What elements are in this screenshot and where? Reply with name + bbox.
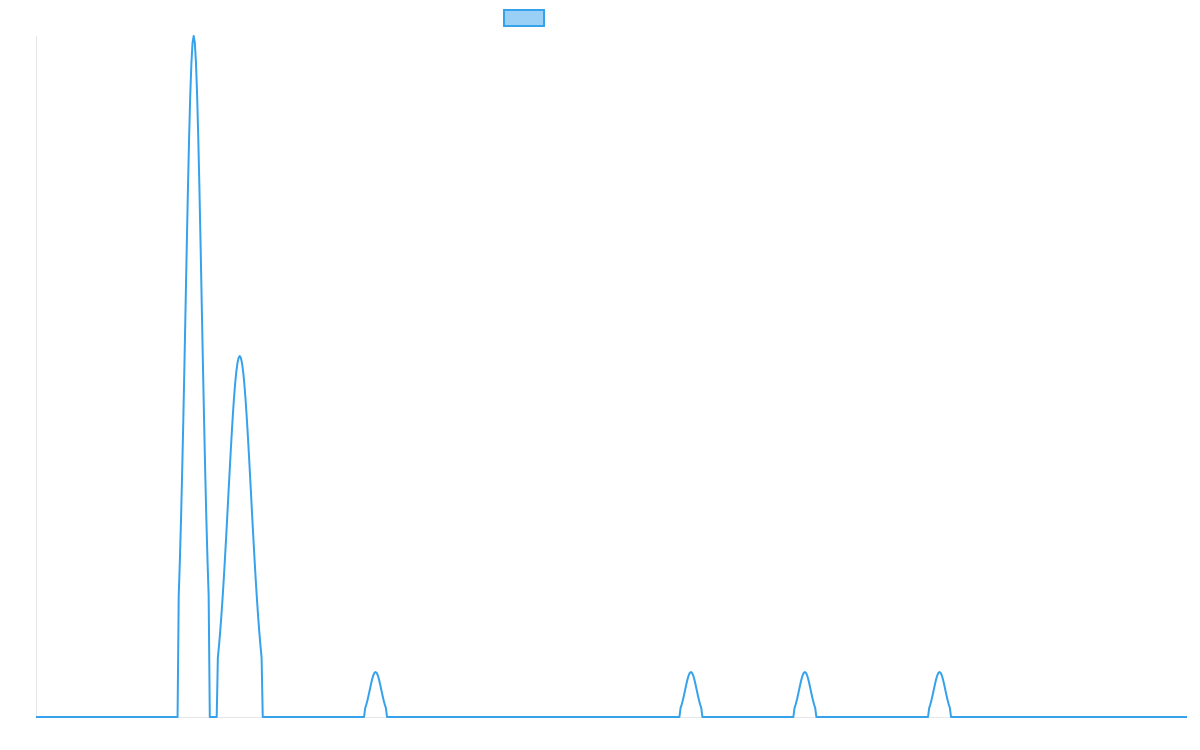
series-layer bbox=[36, 35, 1187, 718]
legend bbox=[0, 8, 1200, 28]
series-line-0 bbox=[36, 35, 1187, 718]
legend-swatch[interactable] bbox=[503, 9, 545, 27]
